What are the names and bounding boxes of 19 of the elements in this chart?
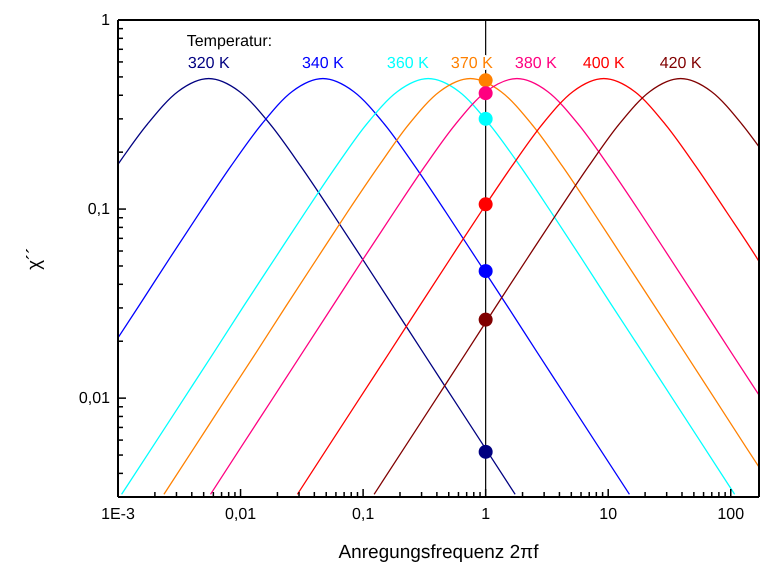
series-label: 400 K <box>582 55 626 72</box>
series-label: 380 K <box>514 55 558 72</box>
legend-title: Temperatur: <box>186 33 272 50</box>
y-tick-label: 0,01 <box>78 390 110 408</box>
series-label: 340 K <box>302 55 344 72</box>
x-tick-label: 10 <box>599 506 618 523</box>
y-tick-label: 1 <box>101 12 110 29</box>
line-series <box>118 78 516 495</box>
series-label: 420 K <box>660 55 702 72</box>
x-tick-label: 100 <box>717 506 744 523</box>
series-label: 360 K <box>386 55 430 72</box>
series-label: 320 K <box>188 55 230 72</box>
x-tick-label: 0,01 <box>224 506 256 523</box>
y-axis-title: χ´´ <box>24 247 45 270</box>
y-tick-label: 0,1 <box>88 201 110 218</box>
x-tick-label: 1E-3 <box>101 506 135 523</box>
x-tick-label: 1 <box>481 506 490 523</box>
x-tick-label: 0,1 <box>352 506 374 523</box>
x-axis-title: Anregungsfrequenz 2πf <box>338 542 540 563</box>
